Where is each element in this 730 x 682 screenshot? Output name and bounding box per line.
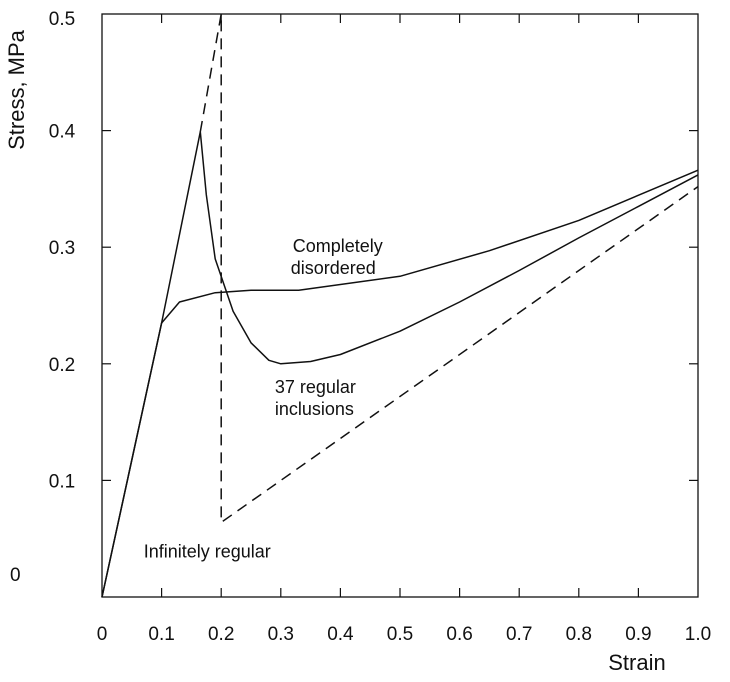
y-tick-label: 0.2 [49,355,75,376]
y-tick-labels: 0 0.1 0.2 0.3 0.4 0.5 [10,9,76,586]
annotation-infinitely-regular: Infinitely regular [144,541,271,561]
x-tick-labels: 0 0.1 0.2 0.3 0.4 0.5 0.6 0.7 0.8 0.9 1.0 [97,624,712,645]
x-tick-label: 0.8 [566,624,592,645]
y-tick-label: 0.1 [49,471,75,492]
x-tick-label: 0.9 [625,624,651,645]
y-tick-label: 0 [10,565,21,586]
annotation-completely-disordered: Completely disordered [291,236,383,278]
annotation-line: Completely [293,236,383,256]
y-tick-label: 0.5 [49,9,75,30]
annotation-line: 37 regular [275,377,356,397]
x-tick-label: 0.3 [268,624,294,645]
series-line-completely-disordered [101,169,699,598]
y-axis-label: Stress, MPa [4,29,29,150]
y-tick-label: 0.4 [49,122,76,143]
annotation-37-regular-inclusions: 37 regular inclusions [275,377,356,419]
x-axis-label: Strain [608,650,665,675]
annotation-line: inclusions [275,399,354,419]
x-tick-label: 0.2 [208,624,234,645]
x-tick-label: 0 [97,624,108,645]
x-tick-label: 1.0 [685,624,711,645]
axis-ticks [102,14,698,597]
x-tick-label: 0.1 [148,624,174,645]
annotation-line: Infinitely regular [144,541,271,561]
x-tick-label: 0.4 [327,624,354,645]
curve-annotations: Completely disordered 37 regular inclusions… [144,236,383,561]
series-line-37-regular-inclusions [101,131,699,598]
series-line-infinitely-regular [199,13,699,524]
x-tick-label: 0.6 [446,624,472,645]
plot-frame [101,13,699,598]
x-tick-label: 0.5 [387,624,413,645]
series-lines [101,13,699,598]
annotation-line: disordered [291,258,376,278]
y-tick-label: 0.3 [49,238,75,259]
x-tick-label: 0.7 [506,624,532,645]
